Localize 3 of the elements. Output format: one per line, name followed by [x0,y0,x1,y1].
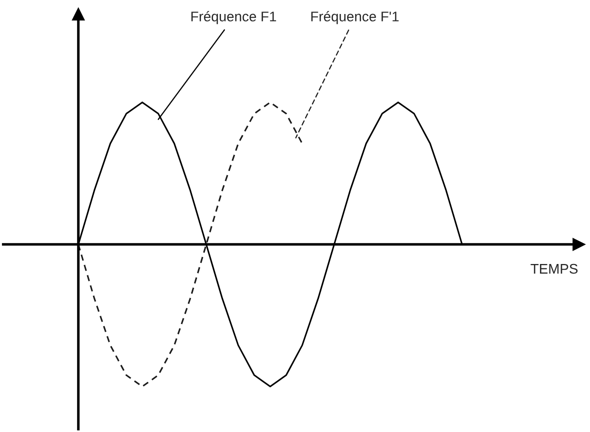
x-axis-title: TEMPS [530,264,578,274]
text: Fréquence F'1 [311,11,399,24]
text: Fréquence F1 [191,11,276,24]
